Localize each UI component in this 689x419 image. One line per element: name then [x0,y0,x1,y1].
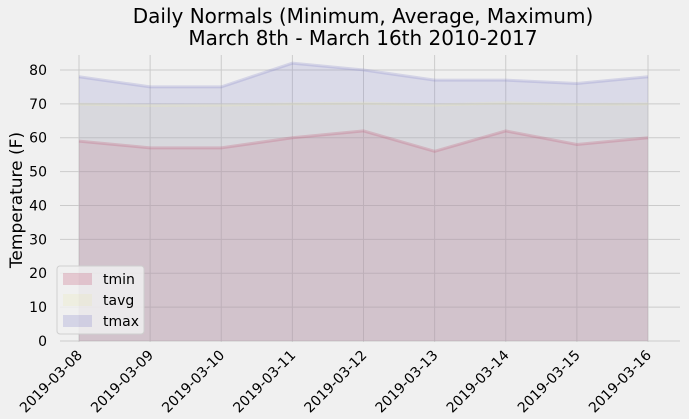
y-tick-label: 30 [29,232,47,248]
legend-label-tavg: tavg [103,293,134,309]
x-tick-label: 2019-03-14 [444,347,513,416]
chart-subtitle: March 8th - March 16th 2010-2017 [188,26,537,50]
area-tavg [79,102,648,341]
line-tavg [78,101,649,108]
area-tmin [79,130,648,341]
y-tick-label: 50 [29,165,47,181]
y-tick-label: 70 [29,97,47,113]
y-tick-label: 20 [29,266,47,282]
area-series [79,63,648,342]
legend-swatch-tavg [63,294,92,306]
legend-swatch-tmin [63,273,92,285]
x-tick-label: 2019-03-09 [88,348,157,417]
x-tick-label: 2019-03-15 [515,348,584,417]
x-tick-label: 2019-03-08 [17,348,86,417]
y-tick-labels: 0 10 20 30 40 50 60 70 80 [29,63,47,350]
grid [60,55,680,342]
x-tick-label: 2019-03-13 [373,348,442,417]
x-tick-label: 2019-03-11 [230,348,299,417]
x-tick-label: 2019-03-16 [586,347,655,416]
legend-swatch-tmax [63,315,92,327]
area-tmax [79,63,648,342]
y-axis-label: Temperature (F) [7,132,27,269]
y-tick-label: 80 [29,63,47,79]
y-tick-label: 60 [29,131,47,147]
legend-label-tmin: tmin [103,272,135,288]
y-tick-label: 10 [29,300,47,316]
x-tick-label: 2019-03-12 [301,348,370,417]
series-lines [78,61,649,153]
y-tick-label: 0 [38,334,47,350]
line-tmax [78,61,649,89]
x-tick-label: 2019-03-10 [159,348,228,417]
legend-box [56,265,145,335]
line-tmin [78,129,649,153]
chart-title: Daily Normals (Minimum, Average, Maximum… [133,4,594,28]
legend-label-tmax: tmax [103,314,139,330]
y-tick-label: 40 [29,198,47,214]
legend: tmin tavg tmax [56,265,145,335]
x-tick-labels: 2019-03-08 2019-03-09 2019-03-10 2019-03-11… [17,347,655,416]
